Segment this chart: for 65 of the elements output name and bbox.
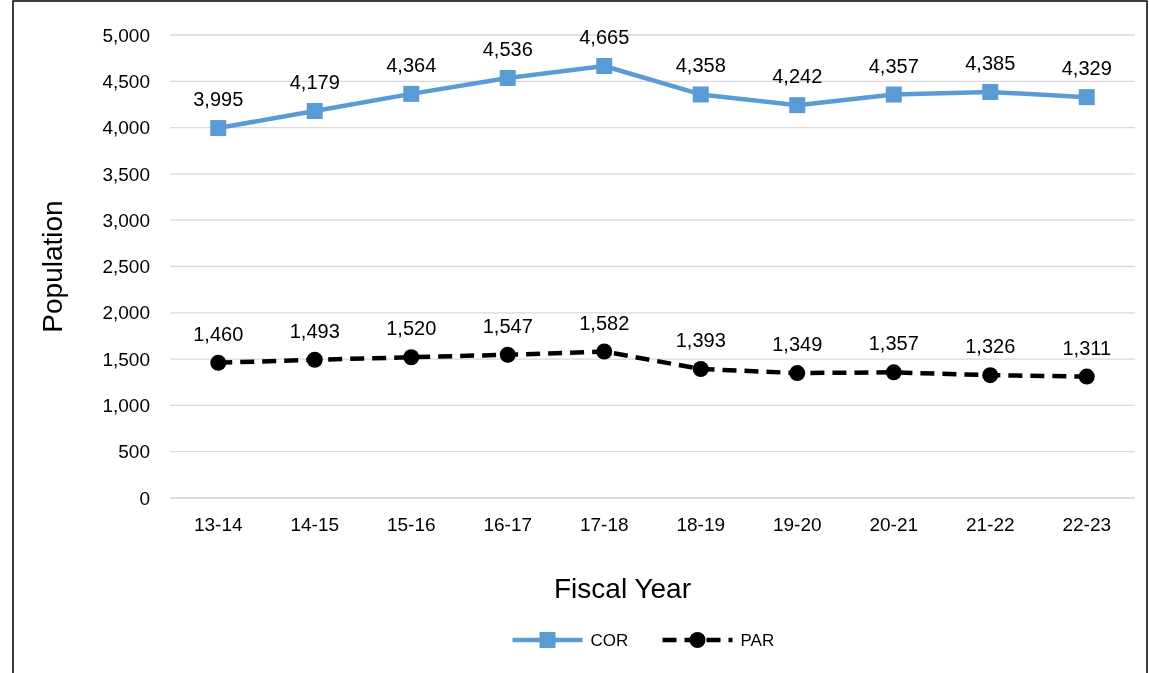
point — [885, 364, 902, 381]
data-label: 1,393 — [675, 329, 726, 352]
y-axis-title: Population — [37, 200, 68, 333]
data-label: 1,349 — [772, 333, 823, 356]
data-label: 4,357 — [868, 54, 919, 77]
data-label: 1,582 — [579, 311, 630, 334]
point — [885, 86, 902, 103]
data-label: 1,357 — [868, 332, 919, 355]
data-label: 4,665 — [579, 26, 630, 49]
data-label: 1,460 — [193, 322, 244, 345]
data-label: 1,547 — [482, 314, 533, 337]
legend-label: COR — [590, 630, 629, 650]
y-tick-label: 3,000 — [102, 209, 150, 231]
y-tick-label: 2,500 — [102, 256, 150, 278]
point — [982, 367, 999, 384]
data-label: 4,385 — [965, 51, 1016, 74]
point — [306, 103, 323, 120]
y-tick-label: 4,500 — [102, 70, 150, 92]
x-tick-label: 13-14 — [193, 514, 243, 535]
data-label: 1,493 — [289, 319, 340, 342]
point — [596, 343, 613, 360]
point — [306, 351, 323, 368]
y-tick-label: 500 — [118, 441, 150, 463]
y-tick-label: 3,500 — [102, 163, 150, 185]
point — [982, 83, 999, 100]
point — [1078, 89, 1095, 106]
data-label: 3,995 — [193, 88, 244, 111]
point — [403, 85, 420, 102]
y-tick-label: 0 — [139, 487, 150, 509]
x-tick-label: 20-21 — [869, 514, 919, 535]
legend-label: PAR — [740, 630, 775, 650]
data-label: 4,242 — [772, 65, 823, 88]
x-tick-label: 18-19 — [676, 514, 726, 535]
x-axis-title: Fiscal Year — [554, 573, 691, 604]
point — [692, 86, 709, 103]
x-tick-label: 21-22 — [965, 514, 1015, 535]
data-label: 1,311 — [1062, 336, 1112, 359]
data-label: 4,179 — [289, 71, 340, 94]
y-tick-label: 5,000 — [102, 24, 150, 46]
point — [789, 365, 806, 382]
point — [210, 354, 227, 371]
x-tick-label: 15-16 — [386, 514, 436, 535]
data-label: 4,358 — [675, 54, 726, 77]
point — [403, 349, 420, 366]
point — [692, 361, 709, 378]
y-tick-label: 4,000 — [102, 117, 150, 139]
y-tick-label: 1,000 — [102, 395, 150, 417]
x-tick-label: 17-18 — [579, 514, 629, 535]
data-label: 1,520 — [386, 317, 437, 340]
point — [596, 58, 613, 75]
point — [1078, 368, 1095, 385]
y-tick-label: 2,000 — [102, 302, 150, 324]
data-label: 1,326 — [965, 335, 1016, 358]
y-tick-label: 1,500 — [102, 348, 150, 370]
point — [210, 120, 227, 137]
x-tick-label: 22-23 — [1062, 514, 1112, 535]
data-label: 4,329 — [1061, 57, 1112, 80]
point — [499, 69, 516, 86]
point — [789, 97, 806, 114]
x-tick-label: 19-20 — [772, 514, 822, 535]
data-label: 4,364 — [386, 53, 437, 76]
data-label: 4,536 — [482, 37, 533, 60]
point — [499, 346, 516, 363]
x-tick-label: 14-15 — [290, 514, 340, 535]
x-tick-label: 16-17 — [483, 514, 533, 535]
